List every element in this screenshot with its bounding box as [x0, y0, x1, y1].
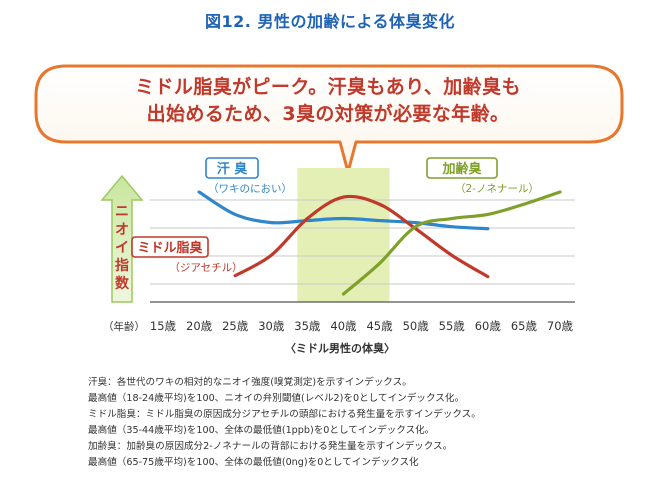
- y-axis-label-char: 指: [115, 257, 129, 274]
- x-tick-label: 30歳: [258, 319, 285, 333]
- note-line: ミドル脂臭：ミドル脂臭の原因成分ジアセチルの頭部における発生量を示すインデックス…: [88, 409, 481, 420]
- series-line-aging: [341, 190, 562, 296]
- x-tick-label: 65歳: [511, 319, 538, 333]
- series-line-sweat: [197, 190, 490, 231]
- series-label-box: [131, 236, 209, 258]
- x-tick-label: 20歳: [186, 319, 213, 333]
- x-axis-prefix: （年齢）: [103, 320, 145, 333]
- highlight-band: [297, 168, 390, 302]
- y-axis-label-char: 数: [115, 275, 130, 292]
- series-label: ミドル脂臭: [137, 240, 202, 256]
- series-label: 加齢臭: [441, 161, 481, 177]
- chart-notes: 汗臭：各世代のワキの相対的なニオイ強度(嗅覚測定)を示すインデックス。 最高値（…: [88, 375, 648, 471]
- series-sublabel: （ジアセチル）: [169, 262, 242, 274]
- callout-line-1: ミドル脂臭がピーク。汗臭もあり、加齢臭も: [135, 76, 521, 98]
- series-label-box: [205, 157, 259, 179]
- note-line: 最高値（35-44歳平均)を100、全体の最低値(1ppb)を0としてインデック…: [88, 425, 435, 436]
- y-axis-label-char: オ: [115, 222, 129, 238]
- figure-title: 図12. 男性の加齢による体臭変化: [205, 12, 455, 31]
- series-line-middle: [233, 194, 490, 279]
- x-tick-label: 70歳: [547, 319, 574, 333]
- note-line: 汗臭：各世代のワキの相対的なニオイ強度(嗅覚測定)を示すインデックス。: [88, 377, 412, 388]
- callout-text: ミドル脂臭がピーク。汗臭もあり、加齢臭も 出始めるため、3臭の対策が必要な年齢。: [48, 74, 608, 128]
- x-tick-label: 40歳: [330, 319, 357, 333]
- x-tick-label: 35歳: [294, 319, 321, 333]
- note-line: 最高値（18-24歳平均)を100、ニオイの弁別閾値(レベル2)を0としてインデ…: [88, 393, 465, 404]
- series-sublabel: （ワキのにおい）: [208, 183, 292, 195]
- note-line: 加齢臭：加齢臭の原因成分2-ノネナールの背部における発生量を示すインデックス。: [88, 441, 453, 452]
- callout-bubble: [34, 64, 624, 174]
- y-axis-arrow: [100, 174, 144, 303]
- series-label: 汗 臭: [217, 161, 248, 177]
- note-line: 最高値（65-75歳平均)を100、全体の最低値(0ng)を0としてインデックス…: [88, 457, 419, 468]
- x-tick-label: 50歳: [403, 319, 430, 333]
- y-axis-label-char: ニ: [115, 204, 129, 220]
- x-tick-label: 15歳: [150, 319, 177, 333]
- callout-outline: [34, 64, 624, 174]
- series-sublabel: （2-ノネナール）: [455, 183, 539, 195]
- x-tick-label: 45歳: [366, 319, 393, 333]
- x-tick-label: 55歳: [439, 319, 466, 333]
- x-tick-label: 60歳: [475, 319, 502, 333]
- callout-line-2: 出始めるため、3臭の対策が必要な年齢。: [146, 103, 510, 125]
- x-tick-label: 25歳: [222, 319, 249, 333]
- series-label-box: [426, 157, 498, 179]
- x-axis-title: 〈ミドル男性の体臭〉: [285, 341, 395, 355]
- y-axis-label-char: イ: [115, 240, 129, 256]
